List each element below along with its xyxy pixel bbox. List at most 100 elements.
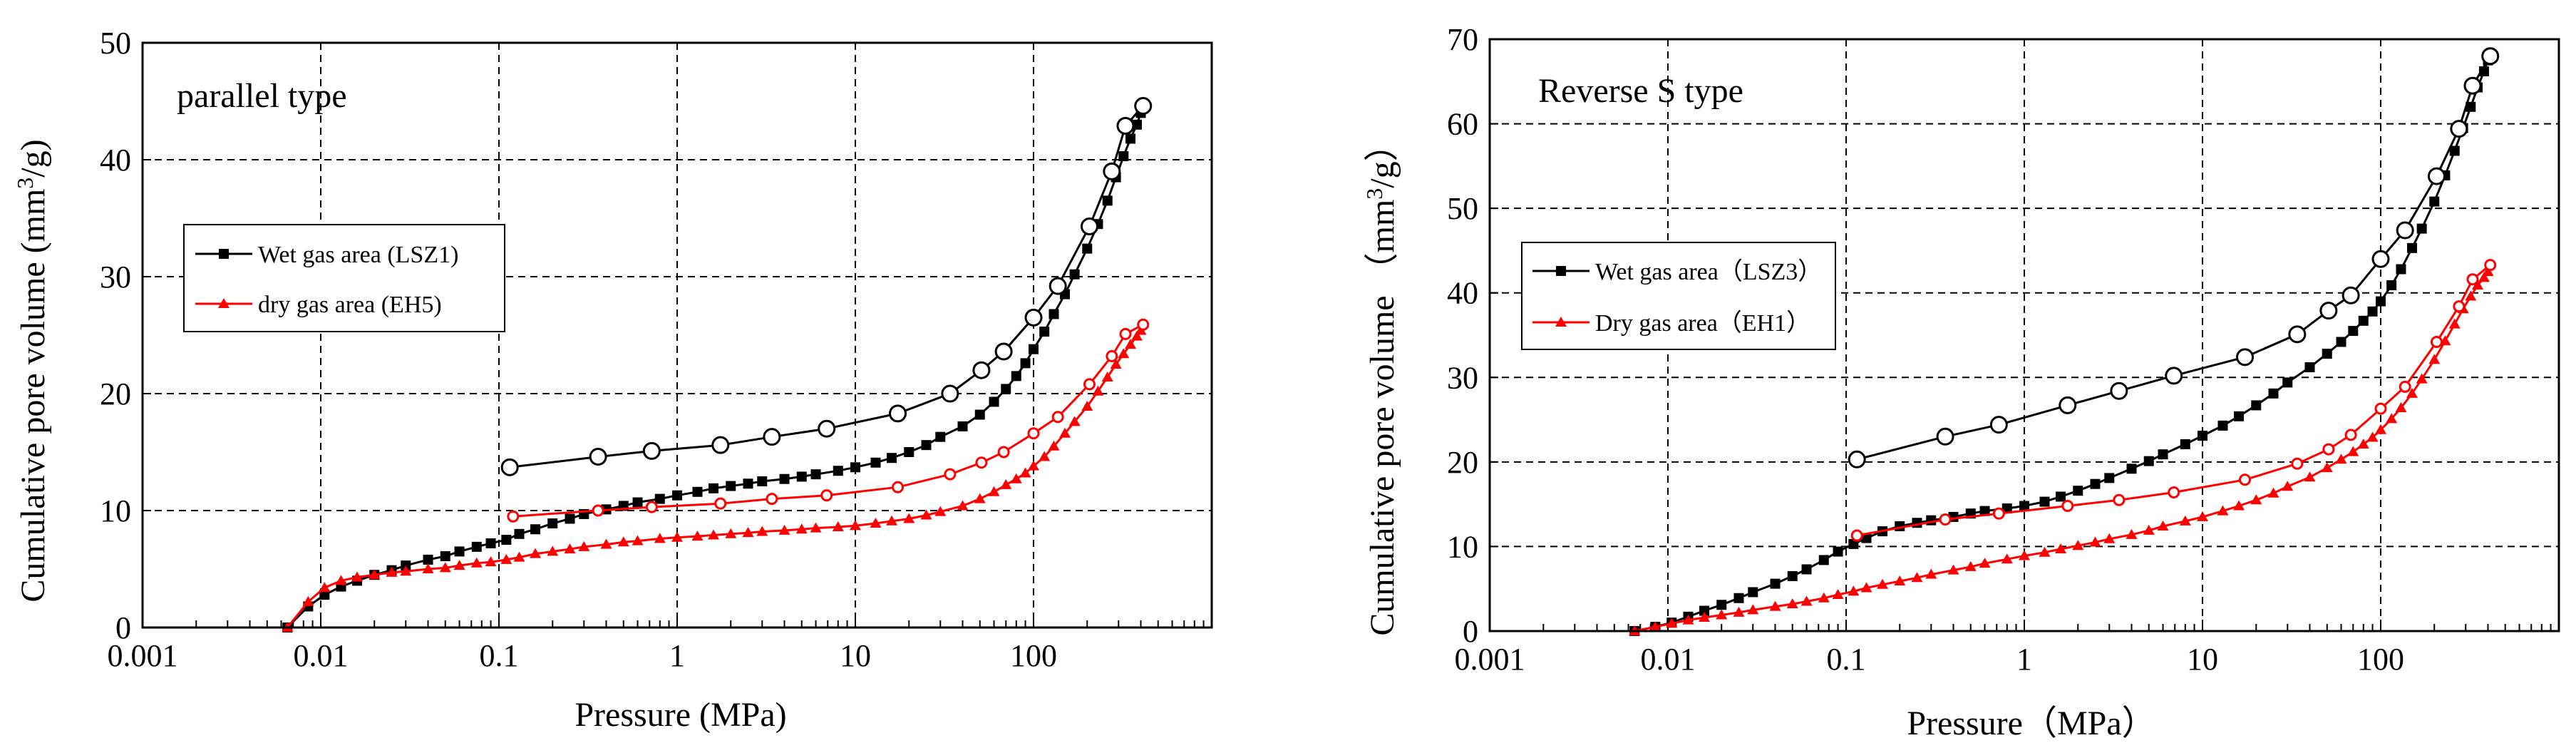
data-point <box>2396 264 2406 275</box>
data-point <box>2143 524 2155 535</box>
data-point <box>889 404 907 423</box>
data-point <box>2304 471 2316 482</box>
data-point <box>756 526 768 536</box>
data-point <box>2267 487 2279 498</box>
data-point <box>2143 456 2154 466</box>
data-point <box>485 538 496 548</box>
data-point <box>997 446 1010 459</box>
y-tick-label: 0 <box>1463 614 1478 649</box>
data-point <box>2165 367 2183 385</box>
data-point <box>957 421 968 431</box>
legend-marker-wet <box>219 249 229 259</box>
data-point <box>2449 145 2460 156</box>
data-point <box>974 409 985 420</box>
data-point <box>957 500 969 511</box>
data-point <box>600 538 612 549</box>
data-point <box>2357 438 2369 449</box>
data-point <box>921 440 932 451</box>
data-point <box>1134 97 1153 116</box>
x-tick-label: 0.01 <box>294 638 349 673</box>
data-point <box>1131 119 1142 130</box>
data-point <box>2406 387 2418 398</box>
data-point <box>1010 473 1022 483</box>
data-point <box>1051 411 1064 424</box>
legend-box <box>1521 242 1836 350</box>
data-point <box>994 342 1013 361</box>
data-point <box>975 456 988 469</box>
data-point <box>565 513 575 524</box>
data-point <box>672 490 682 501</box>
data-point <box>423 554 433 565</box>
data-point <box>1059 427 1071 438</box>
data-point <box>1020 358 1031 369</box>
data-point <box>1080 217 1098 235</box>
x-tick-label: 1 <box>2016 642 2032 677</box>
y-tick-label: 0 <box>115 610 131 645</box>
data-point <box>2217 505 2229 516</box>
data-point <box>589 448 607 466</box>
legend-label-dry: Dry gas area（EH1） <box>1595 309 1810 337</box>
data-point <box>1964 560 1977 571</box>
data-point <box>2072 540 2084 550</box>
data-point <box>1733 593 1744 603</box>
data-point <box>714 497 727 510</box>
data-point <box>507 510 520 523</box>
data-point <box>2386 280 2397 291</box>
data-point <box>1925 568 1937 579</box>
data-point <box>934 506 947 516</box>
data-point <box>632 497 643 508</box>
y-axis-title: Cumulative pore volume （mm3/g） <box>1361 127 1401 635</box>
x-tick-label: 0.001 <box>108 638 178 673</box>
data-point <box>833 466 843 476</box>
legend-label-wet: Wet gas area (LSZ1) <box>258 242 458 268</box>
grid: 0.001 0.01 0.1 1 10 100 0 10 20 30 40 50 <box>100 26 1212 673</box>
data-point <box>401 560 411 571</box>
data-point <box>2427 167 2446 185</box>
data-point <box>2056 491 2066 502</box>
data-point <box>2416 223 2427 234</box>
data-point <box>2322 349 2332 359</box>
data-point <box>1024 308 1043 327</box>
data-point <box>1082 243 1093 254</box>
data-point <box>974 493 986 503</box>
data-point <box>850 462 860 473</box>
data-point <box>708 529 720 540</box>
y-tick-label: 20 <box>100 376 131 411</box>
data-point <box>2348 326 2359 337</box>
data-point <box>1939 513 1952 526</box>
data-point <box>1912 518 1922 528</box>
data-point <box>654 493 665 504</box>
data-point <box>485 556 497 567</box>
x-tick-label: 10 <box>840 638 871 673</box>
data-point <box>1747 604 1759 615</box>
data-point <box>1787 570 1798 581</box>
data-point <box>645 501 658 513</box>
data-point <box>2019 501 2029 511</box>
chart-title: parallel type <box>177 77 347 115</box>
data-point <box>2336 337 2346 347</box>
data-point <box>810 469 821 480</box>
data-point <box>832 521 844 531</box>
data-point <box>1118 151 1129 162</box>
y-axis-title: Cumulative pore volume (mm3/g) <box>12 139 52 602</box>
data-point <box>1979 558 1991 568</box>
data-point <box>2059 396 2077 414</box>
series <box>500 97 1153 476</box>
data-point <box>2478 272 2490 282</box>
data-point <box>564 543 576 554</box>
data-point <box>1029 344 1039 354</box>
data-point <box>2347 446 2359 456</box>
series <box>282 108 1146 632</box>
data-point <box>870 518 882 528</box>
data-point <box>1947 564 1959 575</box>
data-point <box>1800 595 1813 606</box>
data-point <box>2481 47 2500 66</box>
data-point <box>1102 195 1113 206</box>
legend-box <box>183 224 505 332</box>
data-point <box>2386 413 2398 424</box>
data-point <box>892 481 905 493</box>
data-point <box>726 481 736 491</box>
y-tick-label: 40 <box>100 143 131 178</box>
